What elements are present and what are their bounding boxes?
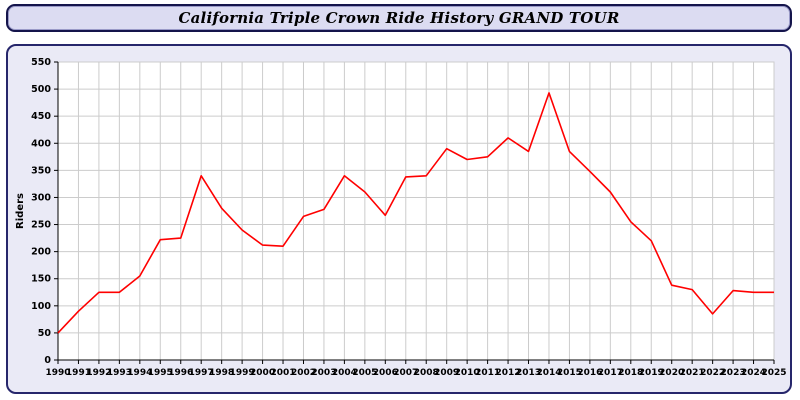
svg-text:1999: 1999 [230,368,255,378]
svg-text:2011: 2011 [475,368,500,378]
svg-text:300: 300 [31,192,51,203]
svg-text:0: 0 [44,355,51,366]
svg-text:2006: 2006 [373,368,398,378]
svg-text:2020: 2020 [659,368,684,378]
svg-text:2019: 2019 [639,368,664,378]
svg-text:2001: 2001 [270,368,295,378]
svg-text:350: 350 [31,165,51,176]
svg-text:150: 150 [31,274,51,285]
chart-svg: 0501001502002503003504004505005501990199… [15,57,787,378]
chart-panel: 0 50 100 150 200 250 300 350 400 450 500 550 1990 199… [6,44,792,394]
svg-text:550: 550 [31,57,51,68]
svg-text:1990: 1990 [45,368,70,378]
svg-text:1994: 1994 [127,368,152,378]
svg-text:1998: 1998 [209,368,234,378]
svg-text:2008: 2008 [414,368,439,378]
svg-text:2012: 2012 [496,368,521,378]
svg-text:2014: 2014 [536,368,561,378]
svg-text:200: 200 [31,247,51,258]
svg-text:2013: 2013 [516,368,541,378]
svg-text:2004: 2004 [332,368,357,378]
svg-text:2018: 2018 [618,368,643,378]
svg-text:1991: 1991 [66,368,91,378]
svg-text:2000: 2000 [250,368,275,378]
y-axis-label: Riders [15,193,26,229]
plot-area [57,61,775,361]
svg-text:450: 450 [31,111,51,122]
svg-text:2015: 2015 [557,368,582,378]
svg-text:2025: 2025 [761,368,786,378]
chart-title: California Triple Crown Ride History GRA… [178,9,620,27]
svg-text:2016: 2016 [577,368,602,378]
svg-text:1997: 1997 [189,368,214,378]
svg-text:400: 400 [31,138,51,149]
svg-text:2009: 2009 [434,368,459,378]
svg-text:2003: 2003 [311,368,336,378]
svg-text:250: 250 [31,220,51,231]
svg-text:2022: 2022 [700,368,725,378]
svg-text:2007: 2007 [393,368,418,378]
svg-text:2002: 2002 [291,368,316,378]
svg-text:2017: 2017 [598,368,623,378]
svg-text:1992: 1992 [86,368,111,378]
svg-text:2024: 2024 [741,368,766,378]
svg-text:100: 100 [31,301,51,312]
x-axis-ticks: 1990199119921993199419951996199719981999… [45,360,787,378]
svg-text:1993: 1993 [107,368,132,378]
svg-text:2005: 2005 [352,368,377,378]
svg-text:500: 500 [31,84,51,95]
svg-text:2010: 2010 [455,368,480,378]
svg-text:50: 50 [38,328,52,339]
axes [57,62,774,361]
y-axis-ticks: 0 50 100 150 200 250 300 350 400 450 500 550 [31,57,58,366]
chart-title-bar: California Triple Crown Ride History GRA… [6,4,792,32]
svg-text:1996: 1996 [168,368,193,378]
riders-series-line [57,92,774,334]
svg-text:2021: 2021 [680,368,705,378]
svg-text:2023: 2023 [721,368,746,378]
svg-text:1995: 1995 [148,368,173,378]
